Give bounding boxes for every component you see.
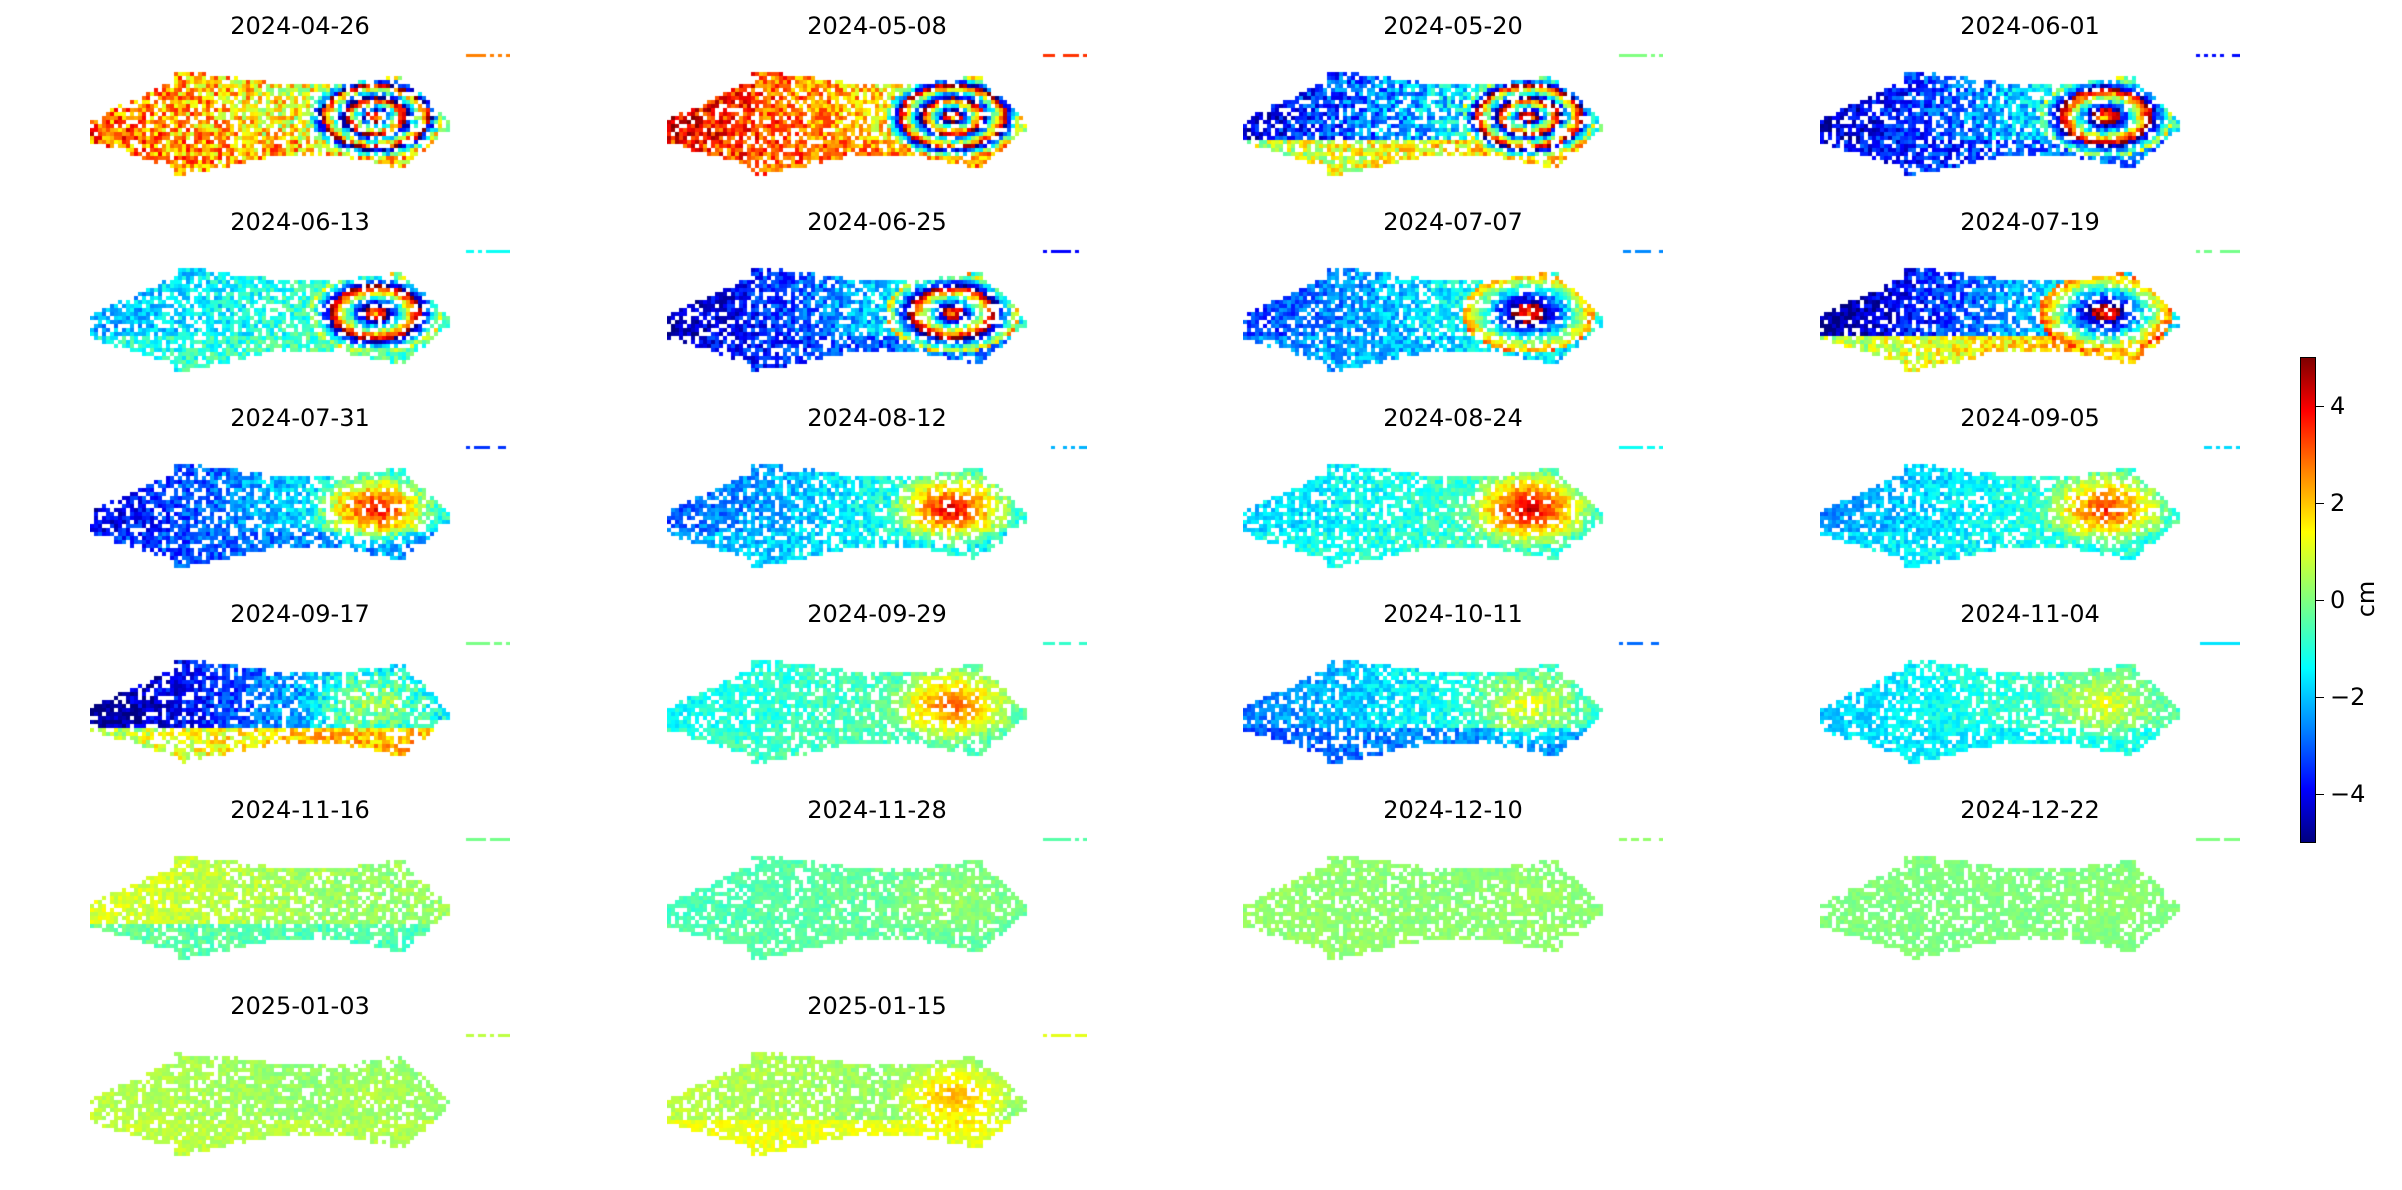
- panel-title: 2024-11-04: [1960, 600, 2100, 628]
- panel-title: 2024-06-13: [230, 208, 370, 236]
- displacement-map: [1243, 248, 1663, 392]
- colorbar: 4 2 0 −2 −4 cm: [2300, 357, 2402, 843]
- panel-title: 2024-05-08: [807, 12, 947, 40]
- displacement-map: [667, 52, 1087, 196]
- displacement-map: [90, 52, 510, 196]
- map-panel: 2025-01-03: [90, 986, 510, 1176]
- panel-title: 2024-11-16: [230, 796, 370, 824]
- colorbar-tick: [2316, 406, 2324, 408]
- panel-title: 2024-09-17: [230, 600, 370, 628]
- displacement-map: [1243, 444, 1663, 588]
- displacement-map: [90, 444, 510, 588]
- panel-title: 2024-12-10: [1383, 796, 1523, 824]
- displacement-map: [1820, 248, 2240, 392]
- displacement-map: [667, 1032, 1087, 1176]
- panel-title: 2024-07-07: [1383, 208, 1523, 236]
- colorbar-tick-label: 2: [2330, 489, 2346, 518]
- colorbar-tick: [2316, 503, 2324, 505]
- map-panel: 2024-06-25: [667, 202, 1087, 392]
- panel-title: 2024-06-01: [1960, 12, 2100, 40]
- displacement-map: [667, 248, 1087, 392]
- map-panel: 2024-07-07: [1243, 202, 1663, 392]
- panel-title: 2024-12-22: [1960, 796, 2100, 824]
- panel-title: 2024-08-12: [807, 404, 947, 432]
- map-panel: 2024-09-05: [1820, 398, 2240, 588]
- displacement-map: [90, 248, 510, 392]
- panel-title: 2024-04-26: [230, 12, 370, 40]
- colorbar-label: cm: [2352, 580, 2380, 618]
- colorbar-tick: [2316, 793, 2324, 795]
- map-panel: 2024-07-31: [90, 398, 510, 588]
- displacement-map: [1820, 52, 2240, 196]
- colorbar-tick: [2316, 600, 2324, 601]
- map-panel: 2024-08-12: [667, 398, 1087, 588]
- colorbar-tick-label: 0: [2330, 586, 2346, 614]
- colorbar-gradient: [2300, 357, 2316, 843]
- map-panel: 2024-09-17: [90, 594, 510, 784]
- map-panel: 2024-05-08: [667, 6, 1087, 196]
- displacement-map: [1243, 836, 1663, 980]
- displacement-map: [667, 444, 1087, 588]
- displacement-map: [1820, 640, 2240, 784]
- panel-title: 2025-01-03: [230, 992, 370, 1020]
- panel-title: 2024-06-25: [807, 208, 947, 236]
- panel-title: 2024-09-29: [807, 600, 947, 628]
- panel-title: 2025-01-15: [807, 992, 947, 1020]
- displacement-map: [90, 640, 510, 784]
- colorbar-tick-label: 4: [2330, 392, 2346, 421]
- panel-title: 2024-11-28: [807, 796, 947, 824]
- map-panel: 2024-09-29: [667, 594, 1087, 784]
- displacement-map: [1243, 52, 1663, 196]
- panel-title: 2024-08-24: [1383, 404, 1523, 432]
- panel-title: 2024-09-05: [1960, 404, 2100, 432]
- map-panel: 2024-11-04: [1820, 594, 2240, 784]
- displacement-map: [1820, 836, 2240, 980]
- colorbar-tick-label: −4: [2330, 779, 2366, 808]
- colorbar-tick-label: −2: [2330, 682, 2366, 711]
- map-panel: 2024-07-19: [1820, 202, 2240, 392]
- map-panel: 2024-10-11: [1243, 594, 1663, 784]
- displacement-map: [90, 836, 510, 980]
- panel-title: 2024-07-31: [230, 404, 370, 432]
- panel-title: 2024-10-11: [1383, 600, 1523, 628]
- map-panel: 2025-01-15: [667, 986, 1087, 1176]
- map-panel: 2024-08-24: [1243, 398, 1663, 588]
- map-panel: 2024-11-16: [90, 790, 510, 980]
- displacement-map: [667, 836, 1087, 980]
- panel-title: 2024-07-19: [1960, 208, 2100, 236]
- colorbar-tick: [2316, 696, 2324, 698]
- map-panel: 2024-06-01: [1820, 6, 2240, 196]
- map-panel: 2024-12-10: [1243, 790, 1663, 980]
- map-panel: 2024-04-26: [90, 6, 510, 196]
- displacement-map: [1820, 444, 2240, 588]
- map-panel: 2024-12-22: [1820, 790, 2240, 980]
- displacement-map: [1243, 640, 1663, 784]
- displacement-map: [667, 640, 1087, 784]
- panel-title: 2024-05-20: [1383, 12, 1523, 40]
- map-panel: 2024-05-20: [1243, 6, 1663, 196]
- displacement-map: [90, 1032, 510, 1176]
- map-panel: 2024-11-28: [667, 790, 1087, 980]
- map-panel: 2024-06-13: [90, 202, 510, 392]
